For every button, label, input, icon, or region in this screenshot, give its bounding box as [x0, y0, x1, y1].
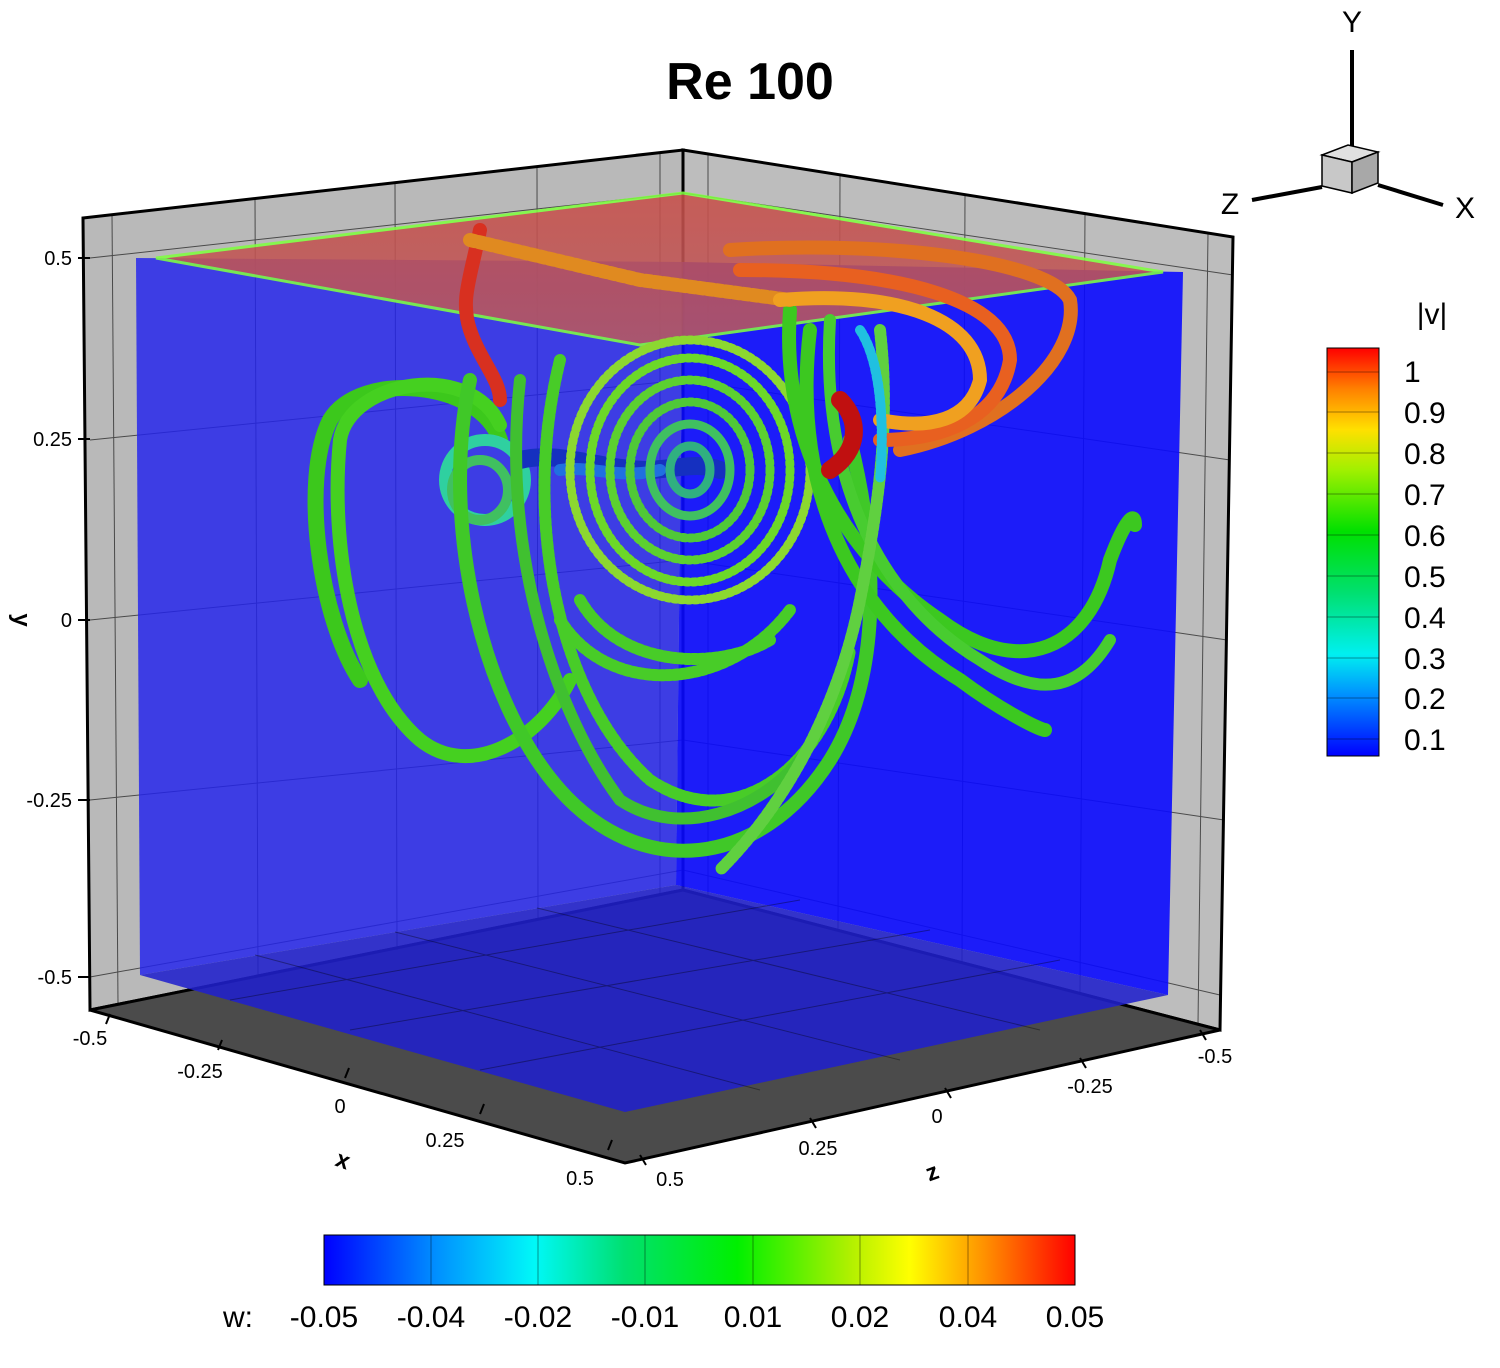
slice-xy: [136, 258, 683, 975]
z-axis-label: z: [922, 1158, 943, 1187]
x-tick-label: -0.25: [177, 1061, 223, 1083]
x-tick-label: 0: [334, 1096, 345, 1118]
streamline-red-knot: [821, 391, 863, 479]
colorbar-v-label: 0.1: [1404, 724, 1446, 757]
colorbar-w-label: 0.02: [831, 1301, 889, 1334]
streamline-top-2: [463, 233, 797, 307]
streamline-right-3: [823, 314, 1116, 691]
y-tick-label: -0.25: [26, 790, 72, 812]
colorbar-v-label: 1: [1404, 356, 1421, 389]
y-tick-label: -0.5: [38, 967, 72, 989]
colorbar-w-label: -0.01: [611, 1301, 679, 1334]
streamline-left-arc: [330, 377, 577, 764]
streamline-top-5: [773, 291, 988, 431]
streamline-top-1: [458, 223, 507, 407]
colorbar-v-label: 0.3: [1404, 643, 1446, 676]
z-tick-label: 0.5: [656, 1169, 684, 1191]
streamline-descend-3: [510, 374, 806, 825]
y-tick-label: 0.5: [44, 248, 72, 270]
colorbar-v-label: 0.8: [1404, 438, 1446, 471]
streamline-top-3: [723, 240, 1078, 457]
streamline-descend-1: [453, 373, 878, 858]
streamline-right-2: [799, 323, 1052, 737]
colorbar-v-label: 0.6: [1404, 520, 1446, 553]
streamline-lower-arc-2: [554, 604, 796, 682]
colorbar-v-label: 0.4: [1404, 602, 1446, 635]
colorbar-v-label: 0.5: [1404, 561, 1446, 594]
axis-triad: Y Z X: [1221, 6, 1475, 225]
colorbar-w-label: -0.05: [290, 1301, 358, 1334]
streamline-left-vortex-inner: [447, 455, 513, 525]
colorbar-w-label: 0.04: [939, 1301, 997, 1334]
colorbar-w: w: -0.05 -0.04 -0.02 -0.01 0.01 0.02 0.0…: [222, 1234, 1104, 1334]
colorbar-v-label: 0.2: [1404, 683, 1446, 716]
colorbar-v-label: 0.9: [1404, 397, 1446, 430]
streamline-lid-cyan: [855, 325, 887, 485]
streamline-top-4: [733, 263, 1018, 447]
slice-floor-grid: [229, 899, 1061, 1091]
z-tick-label: 0: [931, 1106, 942, 1128]
z-tick-label: -0.5: [1198, 1046, 1232, 1068]
z-tick-label: -0.25: [1067, 1076, 1113, 1098]
colorbar-w-prefix: w:: [222, 1301, 253, 1334]
plot-title: Re 100: [666, 53, 834, 111]
colorbar-v-label: 0.7: [1404, 479, 1446, 512]
y-axis: 0.5 0.25 0 -0.25 -0.5 y: [8, 248, 90, 989]
colorbar-v: |v| 1 0.9 0.8 0.7 0.6 0.5 0.4 0.3 0.2 0.…: [1326, 298, 1448, 757]
x-tick-label: 0.5: [566, 1168, 594, 1190]
y-axis-label: y: [8, 613, 35, 627]
x-tick-label: 0.25: [426, 1130, 465, 1152]
streamlines: [307, 223, 1142, 876]
y-tick-label: 0.25: [33, 429, 72, 451]
triad-z-label: Z: [1221, 188, 1239, 221]
colorbar-w-label: -0.02: [504, 1301, 572, 1334]
y-tick-label: 0: [61, 610, 72, 632]
colorbar-v-title: |v|: [1417, 298, 1448, 331]
slice-floor: [140, 885, 1168, 1112]
triad-x-label: X: [1455, 192, 1475, 225]
triad-y-label: Y: [1342, 6, 1362, 39]
colorbar-w-label: -0.04: [397, 1301, 465, 1334]
streamline-left-loop: [307, 379, 508, 688]
colorbar-w-label: 0.01: [724, 1301, 782, 1334]
colorbar-w-label: 0.05: [1046, 1301, 1104, 1334]
x-axis-label: x: [332, 1145, 354, 1175]
z-tick-label: 0.25: [799, 1138, 838, 1160]
z-axis: -0.5 -0.25 0 0.25 0.5 z: [639, 1029, 1232, 1191]
x-tick-label: -0.5: [73, 1028, 107, 1050]
